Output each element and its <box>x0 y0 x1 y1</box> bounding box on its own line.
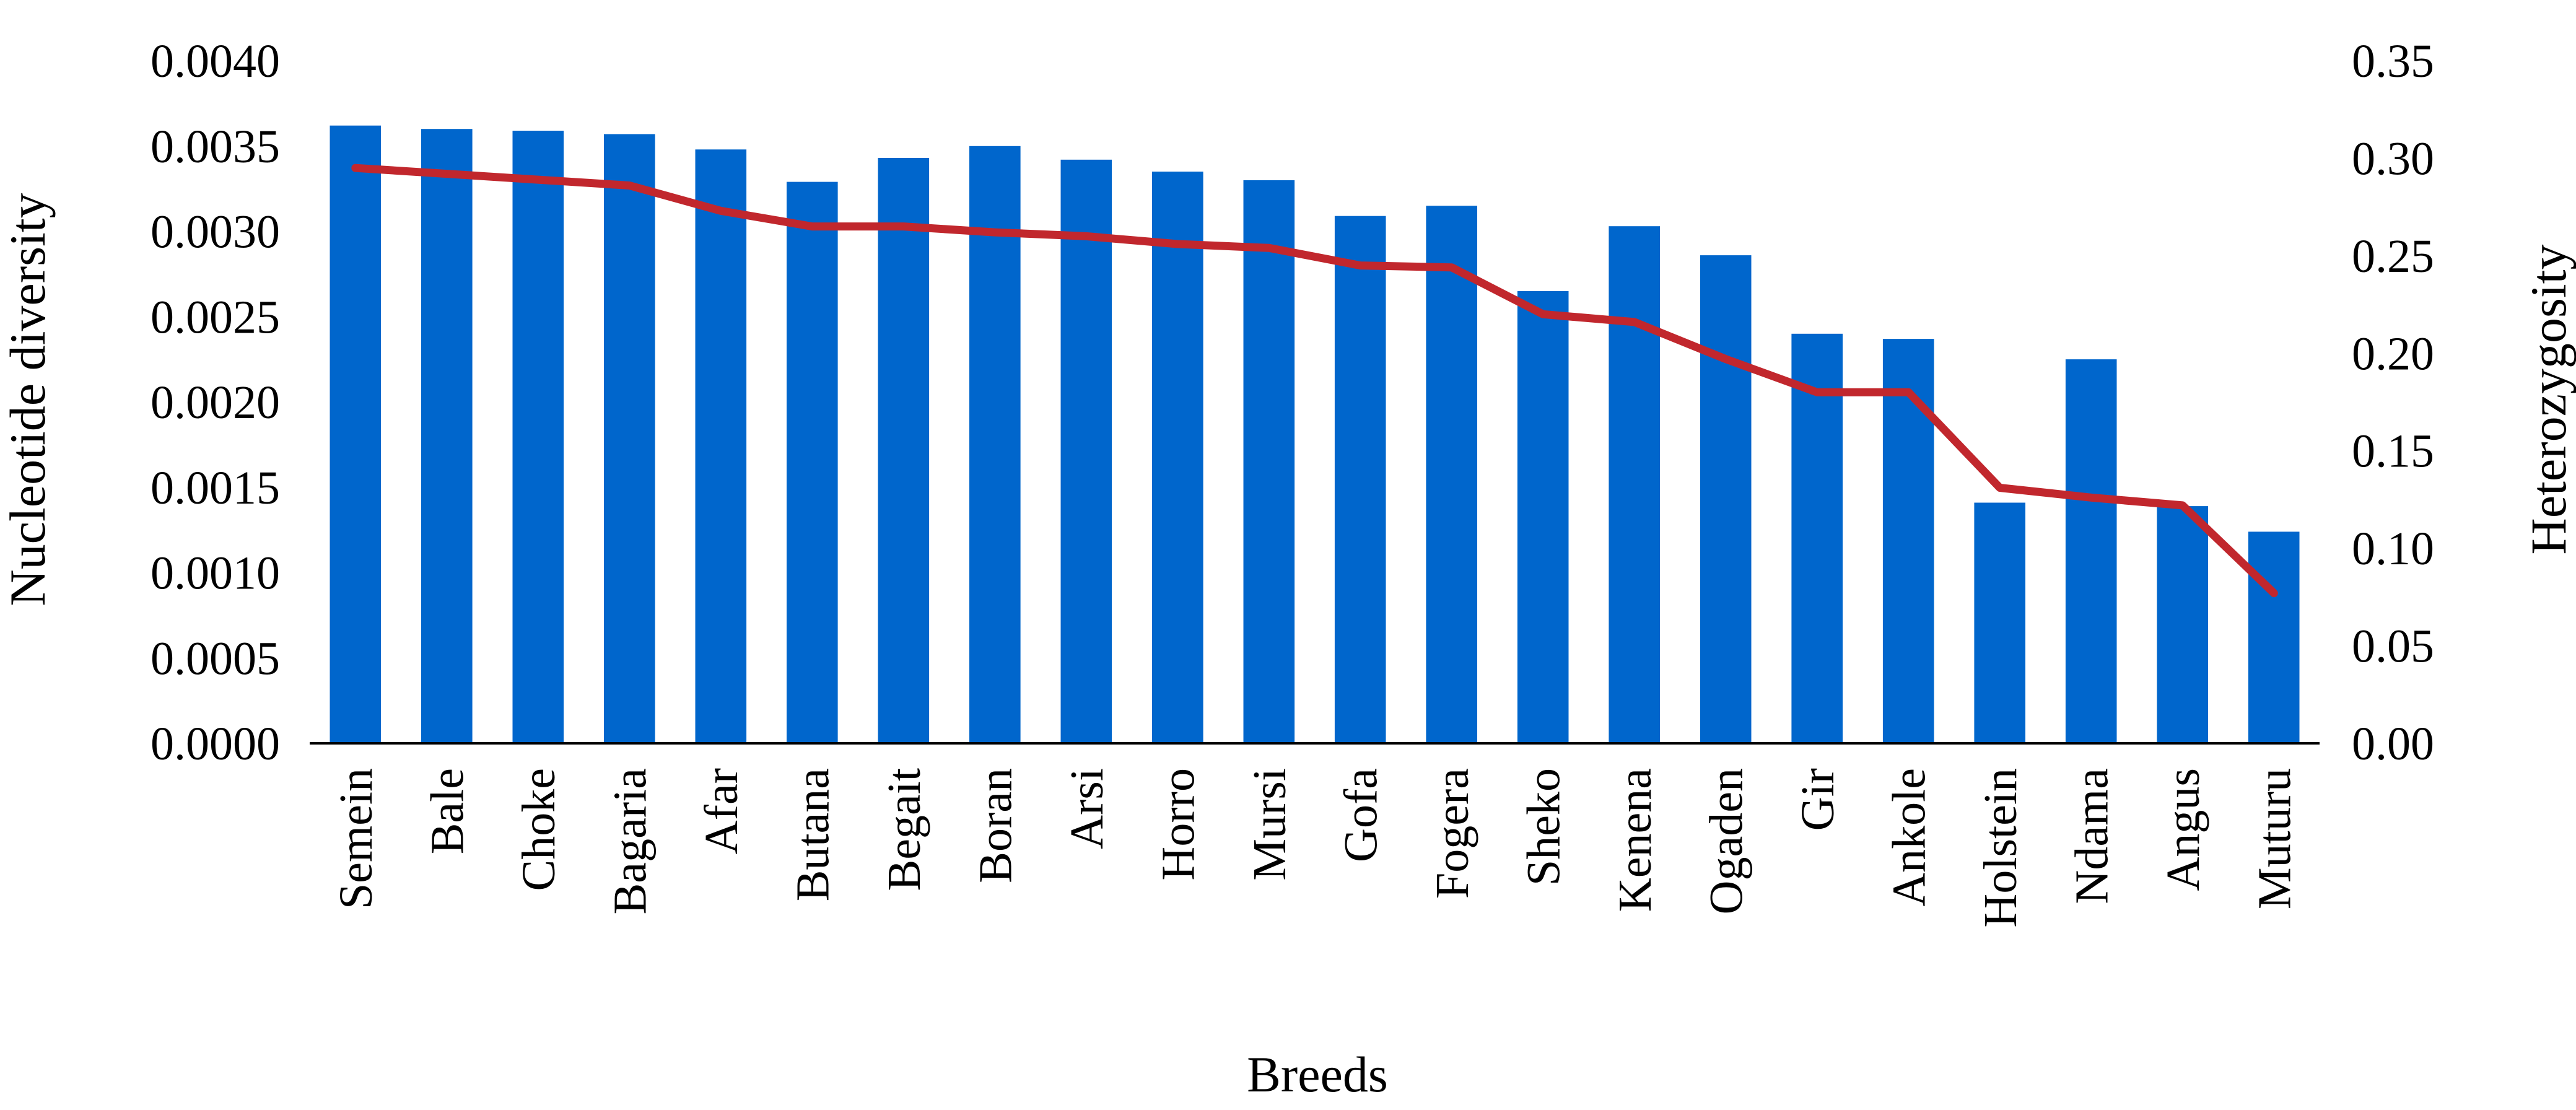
right-tick-label: 0.25 <box>2352 230 2434 282</box>
category-label-mursi: Mursi <box>1244 768 1296 881</box>
right-tick-label: 0.15 <box>2352 426 2434 478</box>
category-label-fogera: Fogera <box>1426 768 1478 899</box>
bar-arsi <box>1060 159 1112 743</box>
bar-boran <box>969 146 1021 744</box>
heterozygosity-point-ndama <box>2090 497 2092 499</box>
x-axis-title: Breeds <box>1247 1046 1388 1103</box>
bar-bale <box>421 129 473 743</box>
bar-fogera <box>1426 206 1477 743</box>
heterozygosity-point-choke <box>537 179 539 181</box>
heterozygosity-point-kenena <box>1633 321 1635 323</box>
right-axis-title: Heterozygosity <box>2520 245 2576 555</box>
bar-mursi <box>1243 180 1295 743</box>
bar-ankole <box>1882 339 1934 743</box>
category-label-butana: Butana <box>787 768 839 901</box>
category-label-semein: Semein <box>330 768 382 909</box>
bar-kenena <box>1609 226 1660 743</box>
category-label-arsi: Arsi <box>1061 768 1113 849</box>
heterozygosity-point-horro <box>1177 243 1179 245</box>
category-label-gir: Gir <box>1792 768 1844 831</box>
bar-bagaria <box>604 134 655 743</box>
heterozygosity-point-bagaria <box>629 185 631 186</box>
heterozygosity-point-holstein <box>1999 487 2001 489</box>
heterozygosity-point-fogera <box>1451 266 1452 268</box>
category-label-ogaden: Ogaden <box>1700 768 1752 914</box>
heterozygosity-point-arsi <box>1085 235 1087 237</box>
category-label-kenena: Kenena <box>1609 768 1661 912</box>
heterozygosity-point-ankole <box>1908 391 1910 393</box>
category-label-bagaria: Bagaria <box>604 768 656 914</box>
category-label-gofa: Gofa <box>1335 768 1387 862</box>
bar-afar <box>695 149 747 744</box>
heterozygosity-point-begait <box>902 225 904 227</box>
bar-choke <box>512 131 564 743</box>
left-axis-tick-labels: 0.0000 0.0005 0.0010 0.0015 0.0020 0.0025 0.00… <box>151 35 280 770</box>
left-tick-label: 0.0035 <box>151 121 280 173</box>
bar-gofa <box>1334 216 1386 743</box>
right-axis-tick-labels: 0.00 0.05 0.10 0.15 0.20 0.25 0.30 0.35 <box>2352 35 2434 770</box>
left-tick-label: 0.0000 <box>151 718 280 770</box>
category-label-boran: Boran <box>969 768 1021 883</box>
category-label-holstein: Holstein <box>1975 768 2027 928</box>
category-label-afar: Afar <box>696 768 748 854</box>
right-tick-label: 0.10 <box>2352 523 2434 575</box>
category-label-horro: Horro <box>1152 768 1204 881</box>
heterozygosity-point-afar <box>720 210 722 212</box>
heterozygosity-point-mursi <box>1268 247 1270 249</box>
category-label-angus: Angus <box>2157 768 2209 891</box>
right-tick-label: 0.30 <box>2352 133 2434 185</box>
heterozygosity-point-angus <box>2181 504 2183 506</box>
left-tick-label: 0.0020 <box>151 377 280 429</box>
right-tick-label: 0.20 <box>2352 328 2434 380</box>
category-label-muturu: Muturu <box>2248 768 2300 909</box>
category-label-choke: Choke <box>513 768 565 891</box>
bar-holstein <box>1974 502 2025 743</box>
bar-semein <box>330 125 382 743</box>
heterozygosity-point-ogaden <box>1725 358 1727 360</box>
category-label-begait: Begait <box>878 768 930 891</box>
bar-butana <box>787 181 838 744</box>
heterozygosity-point-semein <box>354 167 356 169</box>
bar-sheko <box>1517 291 1569 743</box>
bar-begait <box>878 158 930 743</box>
right-tick-label: 0.05 <box>2352 621 2434 673</box>
heterozygosity-point-boran <box>994 232 996 234</box>
heterozygosity-line <box>351 164 2278 598</box>
heterozygosity-point-gir <box>1816 391 1818 393</box>
left-tick-label: 0.0040 <box>151 35 280 87</box>
category-label-sheko: Sheko <box>1517 768 1570 886</box>
left-tick-label: 0.0025 <box>151 291 280 343</box>
category-label-ankole: Ankole <box>1883 768 1935 907</box>
bar-ogaden <box>1700 255 1752 744</box>
left-tick-label: 0.0005 <box>151 632 280 684</box>
right-tick-label: 0.35 <box>2352 35 2434 87</box>
bar-muturu <box>2248 531 2300 743</box>
heterozygosity-point-gofa <box>1360 264 1361 266</box>
nucleotide-diversity-bars <box>330 125 2300 744</box>
heterozygosity-point-muturu <box>2273 592 2275 594</box>
bar-horro <box>1152 172 1203 744</box>
left-tick-label: 0.0030 <box>151 206 280 258</box>
heterozygosity-point-butana <box>811 225 813 227</box>
bar-ndama <box>2065 359 2117 743</box>
left-axis-title: Nucleotide diversity <box>0 193 56 606</box>
right-tick-label: 0.00 <box>2352 718 2434 770</box>
left-tick-label: 0.0010 <box>151 548 280 600</box>
heterozygosity-point-bale <box>446 173 448 175</box>
category-label-bale: Bale <box>421 768 473 854</box>
category-label-ndama: Ndama <box>2066 768 2118 904</box>
heterozygosity-line-layer <box>351 164 2278 598</box>
bar-angus <box>2157 506 2208 743</box>
category-labels: Semein Bale Choke Bagaria Afar Butana Begait Bo… <box>330 768 2301 928</box>
heterozygosity-point-sheko <box>1542 313 1544 315</box>
left-tick-label: 0.0015 <box>151 462 280 514</box>
bar-gir <box>1791 333 1843 743</box>
